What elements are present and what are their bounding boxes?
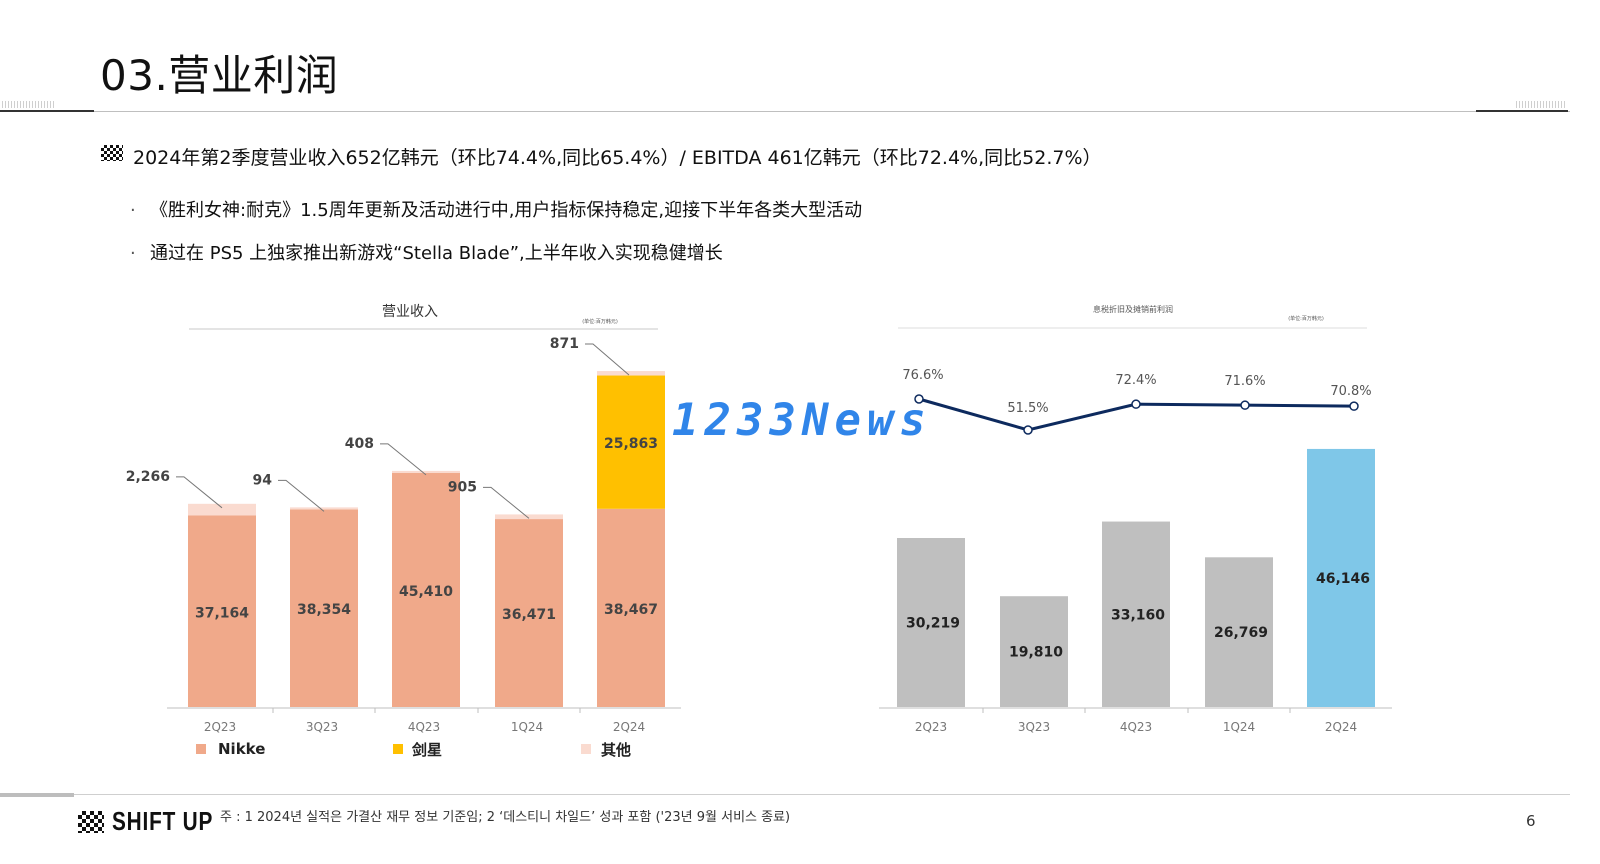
data-label-nikke: 38,467 xyxy=(604,602,658,618)
x-tick-label: 2Q23 xyxy=(204,720,236,734)
x-tick-label: 3Q23 xyxy=(306,720,338,734)
margin-point xyxy=(1023,425,1033,435)
ebitda-bars: 30,219 2Q23 19,810 3Q23 33,160 4Q23 26,769 1Q24… xyxy=(897,448,1375,734)
margin-point xyxy=(1131,399,1141,409)
bar-ebitda xyxy=(1205,557,1273,707)
ebitda-margin-line: 76.6% 51.5% 72.4% 71.6% 70.8% xyxy=(902,368,1372,435)
bar-ebitda xyxy=(1102,521,1170,707)
legend-label-nikke: Nikke xyxy=(218,740,265,758)
summary-text: 2024年第2季度营业收入652亿韩元（环比74.4%,同比65.4%）/ EB… xyxy=(133,147,1102,169)
margin-label: 72.4% xyxy=(1115,373,1156,388)
revenue-chart-unit: (单位:百万韩元) xyxy=(582,318,618,325)
data-label-other: 871 xyxy=(550,336,579,352)
revenue-bars: 37,164 2,266 2Q23 38,354 94 3Q23 45,410 408 4Q23… xyxy=(126,336,665,734)
x-tick-label: 2Q24 xyxy=(1325,720,1357,734)
data-label-ebitda: 19,810 xyxy=(1009,645,1063,661)
data-label-nikke: 37,164 xyxy=(195,605,249,621)
legend-swatch-stellar-blade xyxy=(393,744,403,754)
leader-line-other xyxy=(585,343,630,376)
ebitda-chart-unit: (单位:百万韩元) xyxy=(1288,315,1324,322)
leader-line-other xyxy=(380,443,427,476)
bar-ebitda xyxy=(1307,448,1375,707)
footnote: 주 : 1 2024년 실적은 가결산 재무 정보 기준임; 2 ‘데스티니 차… xyxy=(220,810,791,825)
bullet-item: · 《胜利女神:耐克》1.5周年更新及活动进行中,用户指标保持稳定,迎接下半年各类… xyxy=(130,196,862,222)
leader-line-other xyxy=(176,476,223,509)
checkered-logo-icon xyxy=(78,810,104,833)
data-label-ebitda: 26,769 xyxy=(1214,625,1268,641)
bar-nikke xyxy=(290,509,358,707)
x-tick-label: 3Q23 xyxy=(1018,720,1050,734)
bar-nikke xyxy=(495,519,563,707)
margin-label: 76.6% xyxy=(902,368,943,383)
data-label-ebitda: 30,219 xyxy=(906,616,960,632)
x-tick-label: 4Q23 xyxy=(1120,720,1152,734)
leader-line-other xyxy=(483,486,530,519)
footer-divider xyxy=(0,794,1570,795)
footer-divider-accent xyxy=(0,793,74,797)
margin-label: 71.6% xyxy=(1224,374,1265,389)
bullet-text: 《胜利女神:耐克》1.5周年更新及活动进行中,用户指标保持稳定,迎接下半年各类大… xyxy=(150,200,863,221)
data-label-nikke: 36,471 xyxy=(502,607,556,623)
title-divider-accent-left xyxy=(0,110,94,112)
page-title: 03.营业利润 xyxy=(100,51,339,100)
data-label-nikke: 45,410 xyxy=(399,584,453,600)
bar-nikke xyxy=(392,473,460,707)
x-tick-label: 1Q24 xyxy=(1223,720,1255,734)
legend-label-other: 其他 xyxy=(601,741,631,759)
page-number: 6 xyxy=(1526,812,1536,830)
shift-up-logo: SHIFT UP xyxy=(78,806,238,837)
margin-point xyxy=(1349,401,1359,411)
legend-swatch-nikke xyxy=(196,744,206,754)
title-divider xyxy=(0,111,1570,112)
bar-other xyxy=(597,371,665,376)
bullet-text: 通过在 PS5 上独家推出新游戏“Stella Blade”,上半年收入实现稳健… xyxy=(150,243,723,264)
data-label-ebitda: 46,146 xyxy=(1316,571,1370,587)
data-label-other: 94 xyxy=(253,472,273,488)
x-tick-label: 2Q23 xyxy=(915,720,947,734)
x-tick-label: 4Q23 xyxy=(408,720,440,734)
ebitda-chart-title: 息税折旧及摊销前利润 xyxy=(1093,304,1173,314)
bullet-dot-icon: · xyxy=(130,243,136,264)
decorative-hatch-right xyxy=(1516,101,1566,108)
decorative-hatch-left xyxy=(2,101,54,108)
bar-other xyxy=(495,514,563,520)
x-tick-label: 2Q24 xyxy=(613,720,645,734)
data-label-ebitda: 33,160 xyxy=(1111,607,1165,623)
margin-label: 70.8% xyxy=(1330,384,1371,399)
data-label-nikke: 38,354 xyxy=(297,602,351,618)
bar-nikke xyxy=(188,515,256,707)
data-label-other: 905 xyxy=(448,479,477,495)
margin-label: 51.5% xyxy=(1007,401,1048,416)
bar-nikke xyxy=(597,508,665,707)
margin-point xyxy=(914,394,924,404)
bar-other xyxy=(290,507,358,510)
margin-point xyxy=(1240,400,1250,410)
bullet-item: · 通过在 PS5 上独家推出新游戏“Stella Blade”,上半年收入实现稳… xyxy=(130,239,723,265)
title-divider-accent-right xyxy=(1476,110,1568,112)
bar-other xyxy=(392,470,460,474)
revenue-chart-title: 营业收入 xyxy=(382,304,438,320)
bar-stellar-blade xyxy=(597,375,665,509)
logo-text: SHIFT UP xyxy=(112,806,214,836)
bar-ebitda xyxy=(1000,596,1068,707)
data-label-other: 408 xyxy=(345,436,374,452)
bar-ebitda xyxy=(897,538,965,707)
leader-line-other xyxy=(278,479,325,512)
x-tick-label: 1Q24 xyxy=(511,720,543,734)
data-label-other: 2,266 xyxy=(126,469,170,485)
data-label-stellar-blade: 25,863 xyxy=(604,436,658,452)
legend-swatch-other xyxy=(581,744,591,754)
checkered-flag-icon xyxy=(101,145,123,161)
bar-other xyxy=(188,503,256,516)
bullet-dot-icon: · xyxy=(130,200,136,221)
legend-label-stellar-blade: 剑星 xyxy=(411,741,442,759)
watermark-text: 1233News xyxy=(672,395,932,446)
